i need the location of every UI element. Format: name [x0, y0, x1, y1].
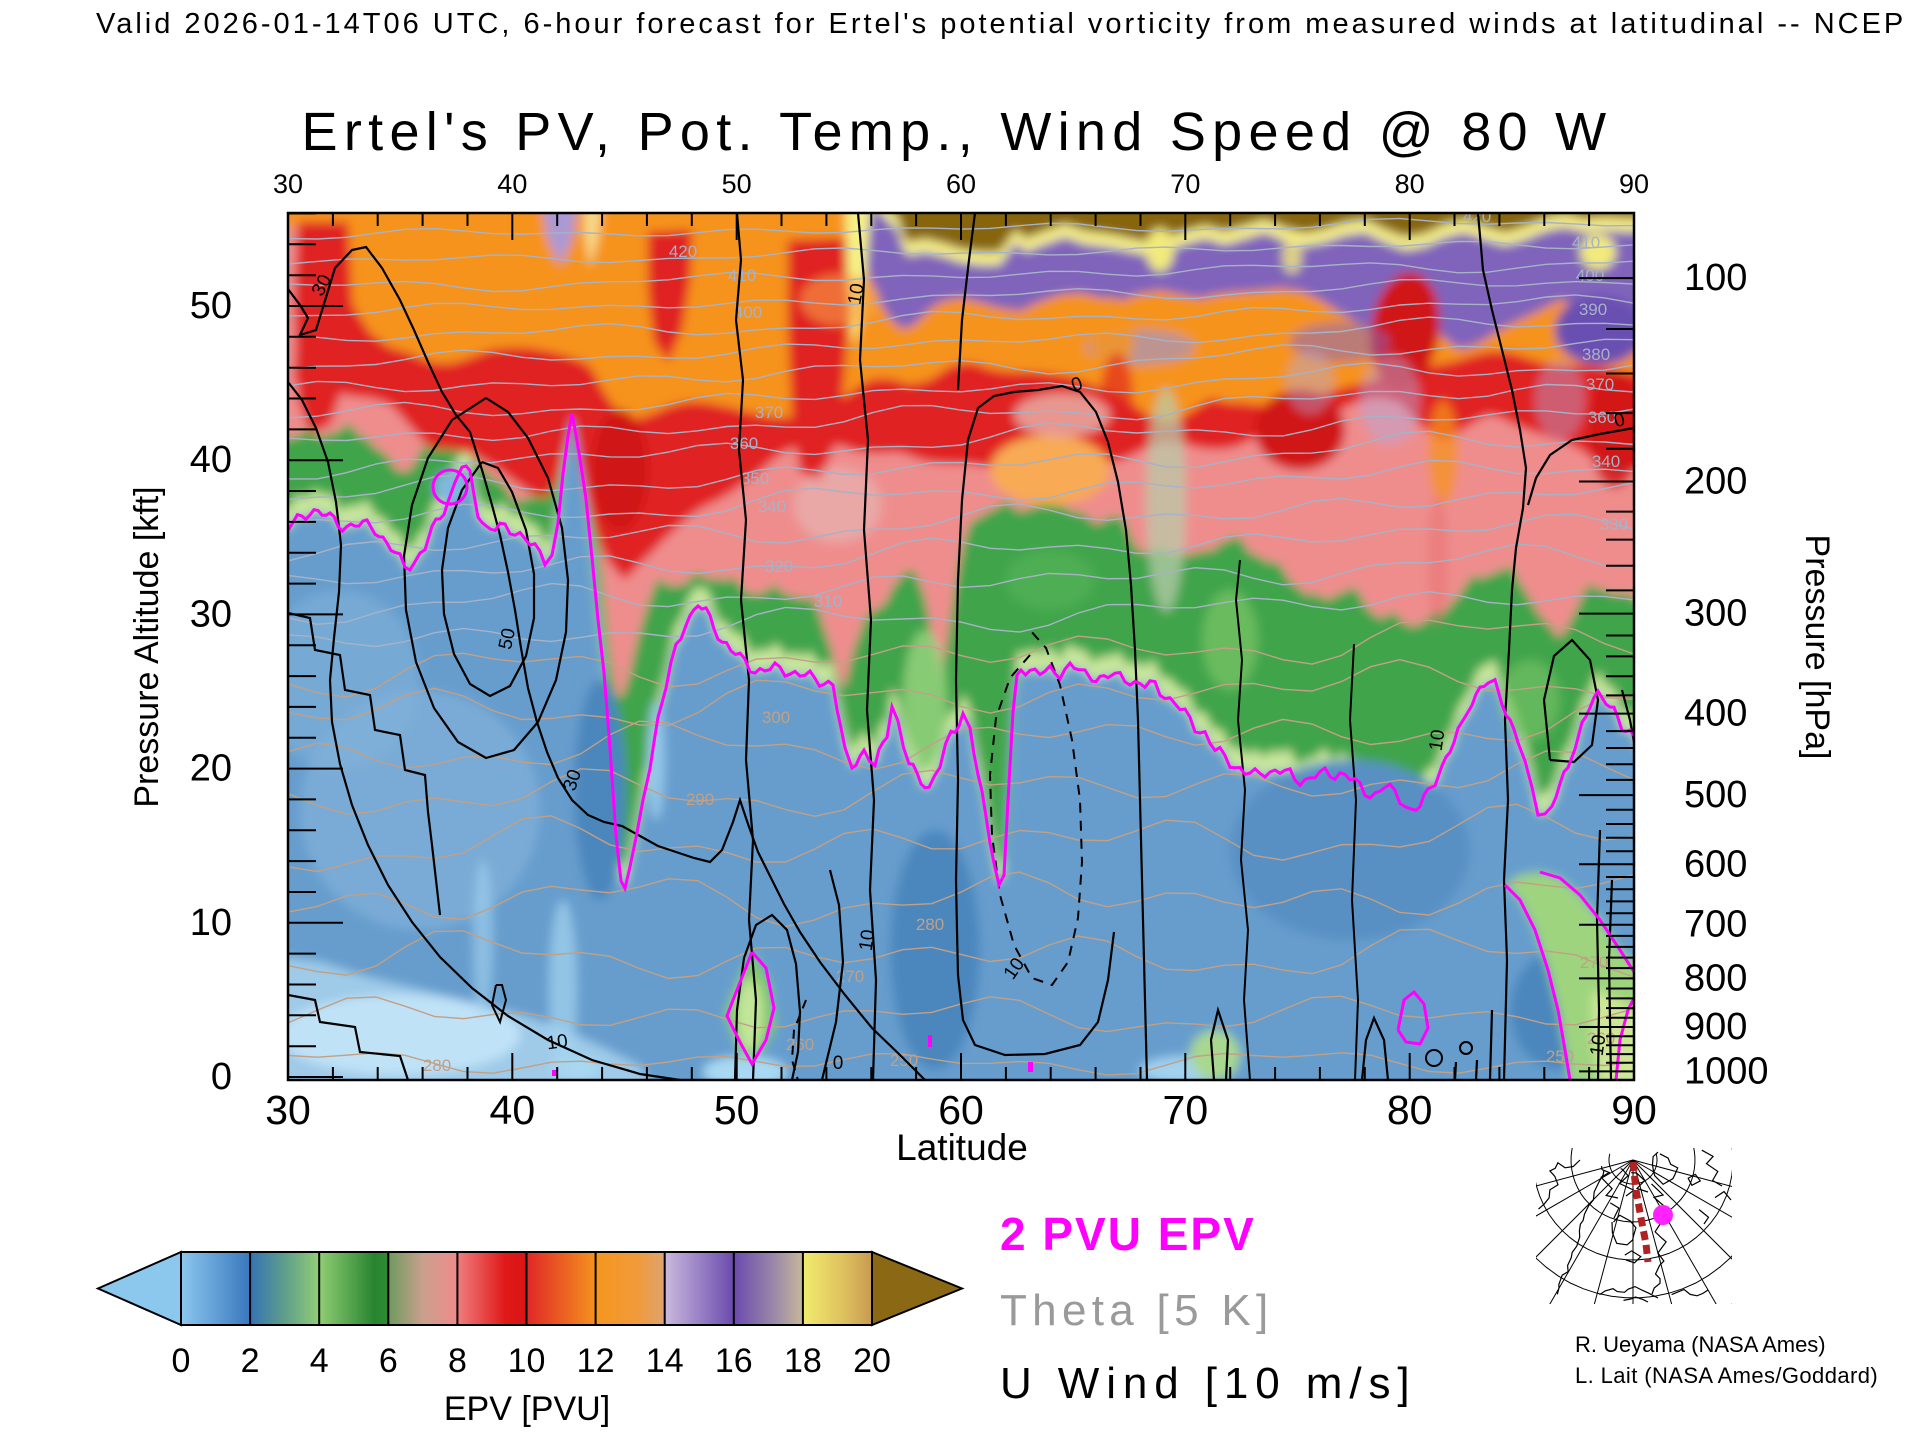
- svg-text:18: 18: [784, 1342, 822, 1380]
- svg-text:260: 260: [786, 1035, 814, 1054]
- svg-text:20: 20: [190, 748, 232, 790]
- svg-text:10: 10: [1587, 1033, 1611, 1057]
- svg-text:0: 0: [1612, 409, 1628, 432]
- svg-text:500: 500: [1684, 774, 1747, 816]
- svg-text:12: 12: [577, 1342, 615, 1380]
- svg-text:70: 70: [1170, 169, 1200, 199]
- svg-text:40: 40: [490, 1087, 536, 1133]
- svg-text:R. Ueyama (NASA Ames): R. Ueyama (NASA Ames): [1575, 1332, 1826, 1357]
- svg-text:360: 360: [730, 434, 758, 453]
- svg-text:10: 10: [844, 282, 868, 306]
- svg-text:30: 30: [265, 1087, 311, 1133]
- svg-text:10: 10: [190, 902, 232, 944]
- svg-text:0: 0: [211, 1056, 232, 1098]
- svg-text:100: 100: [1684, 257, 1747, 299]
- svg-text:340: 340: [758, 497, 786, 516]
- svg-text:2 PVU EPV: 2 PVU EPV: [1000, 1208, 1256, 1260]
- svg-text:250: 250: [1546, 1047, 1574, 1066]
- svg-text:2: 2: [241, 1342, 260, 1380]
- svg-text:Valid 2026-01-14T06 UTC, 6-hou: Valid 2026-01-14T06 UTC, 6-hour forecast…: [96, 8, 1906, 40]
- svg-text:60: 60: [938, 1087, 984, 1133]
- svg-text:50: 50: [722, 169, 752, 199]
- svg-text:410: 410: [728, 266, 756, 285]
- svg-text:280: 280: [916, 915, 944, 934]
- svg-text:Pressure [hPa]: Pressure [hPa]: [1798, 535, 1836, 760]
- svg-text:6: 6: [379, 1342, 398, 1380]
- svg-text:50: 50: [190, 285, 232, 327]
- svg-text:700: 700: [1684, 904, 1747, 946]
- svg-text:270: 270: [1580, 953, 1608, 972]
- svg-text:14: 14: [646, 1342, 684, 1380]
- svg-text:90: 90: [1611, 1087, 1657, 1133]
- svg-text:10: 10: [1426, 728, 1450, 752]
- svg-text:50: 50: [495, 626, 520, 651]
- svg-text:800: 800: [1684, 957, 1747, 999]
- svg-text:50: 50: [714, 1087, 760, 1133]
- svg-text:290: 290: [686, 790, 714, 809]
- svg-text:400: 400: [734, 303, 762, 322]
- svg-text:70: 70: [1163, 1087, 1209, 1133]
- svg-text:900: 900: [1684, 1006, 1747, 1048]
- svg-text:420: 420: [1463, 207, 1491, 226]
- svg-text:1000: 1000: [1684, 1050, 1769, 1092]
- svg-text:30: 30: [190, 593, 232, 635]
- svg-text:Pressure Altitude [kft]: Pressure Altitude [kft]: [128, 486, 166, 807]
- svg-text:20: 20: [853, 1342, 891, 1380]
- svg-text:280: 280: [423, 1056, 451, 1075]
- svg-text:600: 600: [1684, 843, 1747, 885]
- svg-text:400: 400: [1576, 266, 1604, 285]
- svg-text:8: 8: [448, 1342, 467, 1380]
- svg-text:80: 80: [1387, 1087, 1433, 1133]
- svg-text:400: 400: [1684, 693, 1747, 735]
- svg-text:4: 4: [310, 1342, 329, 1380]
- svg-text:380: 380: [1582, 345, 1610, 364]
- svg-text:370: 370: [755, 403, 783, 422]
- svg-text:40: 40: [497, 169, 527, 199]
- svg-text:300: 300: [762, 708, 790, 727]
- svg-text:0: 0: [172, 1342, 191, 1380]
- svg-text:390: 390: [1579, 300, 1607, 319]
- svg-text:Theta [5 K]: Theta [5 K]: [1000, 1286, 1274, 1335]
- svg-text:80: 80: [1395, 169, 1425, 199]
- svg-text:260: 260: [1587, 1029, 1615, 1048]
- svg-text:U Wind [10 m/s]: U Wind [10 m/s]: [1000, 1359, 1416, 1408]
- svg-text:300: 300: [1684, 593, 1747, 635]
- svg-text:410: 410: [1572, 233, 1600, 252]
- svg-text:420: 420: [669, 242, 697, 261]
- svg-text:340: 340: [1592, 452, 1620, 471]
- svg-text:310: 310: [814, 592, 842, 611]
- svg-text:60: 60: [946, 169, 976, 199]
- svg-text:30: 30: [273, 169, 303, 199]
- svg-text:200: 200: [1684, 461, 1747, 503]
- svg-text:10: 10: [508, 1342, 546, 1380]
- svg-text:EPV [PVU]: EPV [PVU]: [444, 1390, 610, 1428]
- svg-text:0: 0: [833, 1053, 844, 1074]
- svg-text:350: 350: [741, 469, 769, 488]
- svg-text:16: 16: [715, 1342, 753, 1380]
- svg-text:L. Lait (NASA Ames/Goddard): L. Lait (NASA Ames/Goddard): [1575, 1363, 1878, 1388]
- svg-text:10: 10: [856, 928, 880, 952]
- svg-text:320: 320: [765, 557, 793, 576]
- svg-text:Latitude: Latitude: [896, 1127, 1028, 1168]
- svg-text:40: 40: [190, 439, 232, 481]
- svg-text:Ertel's PV, Pot. Temp., Wind S: Ertel's PV, Pot. Temp., Wind Speed @ 80 …: [302, 102, 1613, 162]
- svg-text:370: 370: [1586, 375, 1614, 394]
- svg-text:10: 10: [545, 1031, 569, 1055]
- svg-text:330: 330: [1600, 515, 1628, 534]
- svg-text:90: 90: [1619, 169, 1649, 199]
